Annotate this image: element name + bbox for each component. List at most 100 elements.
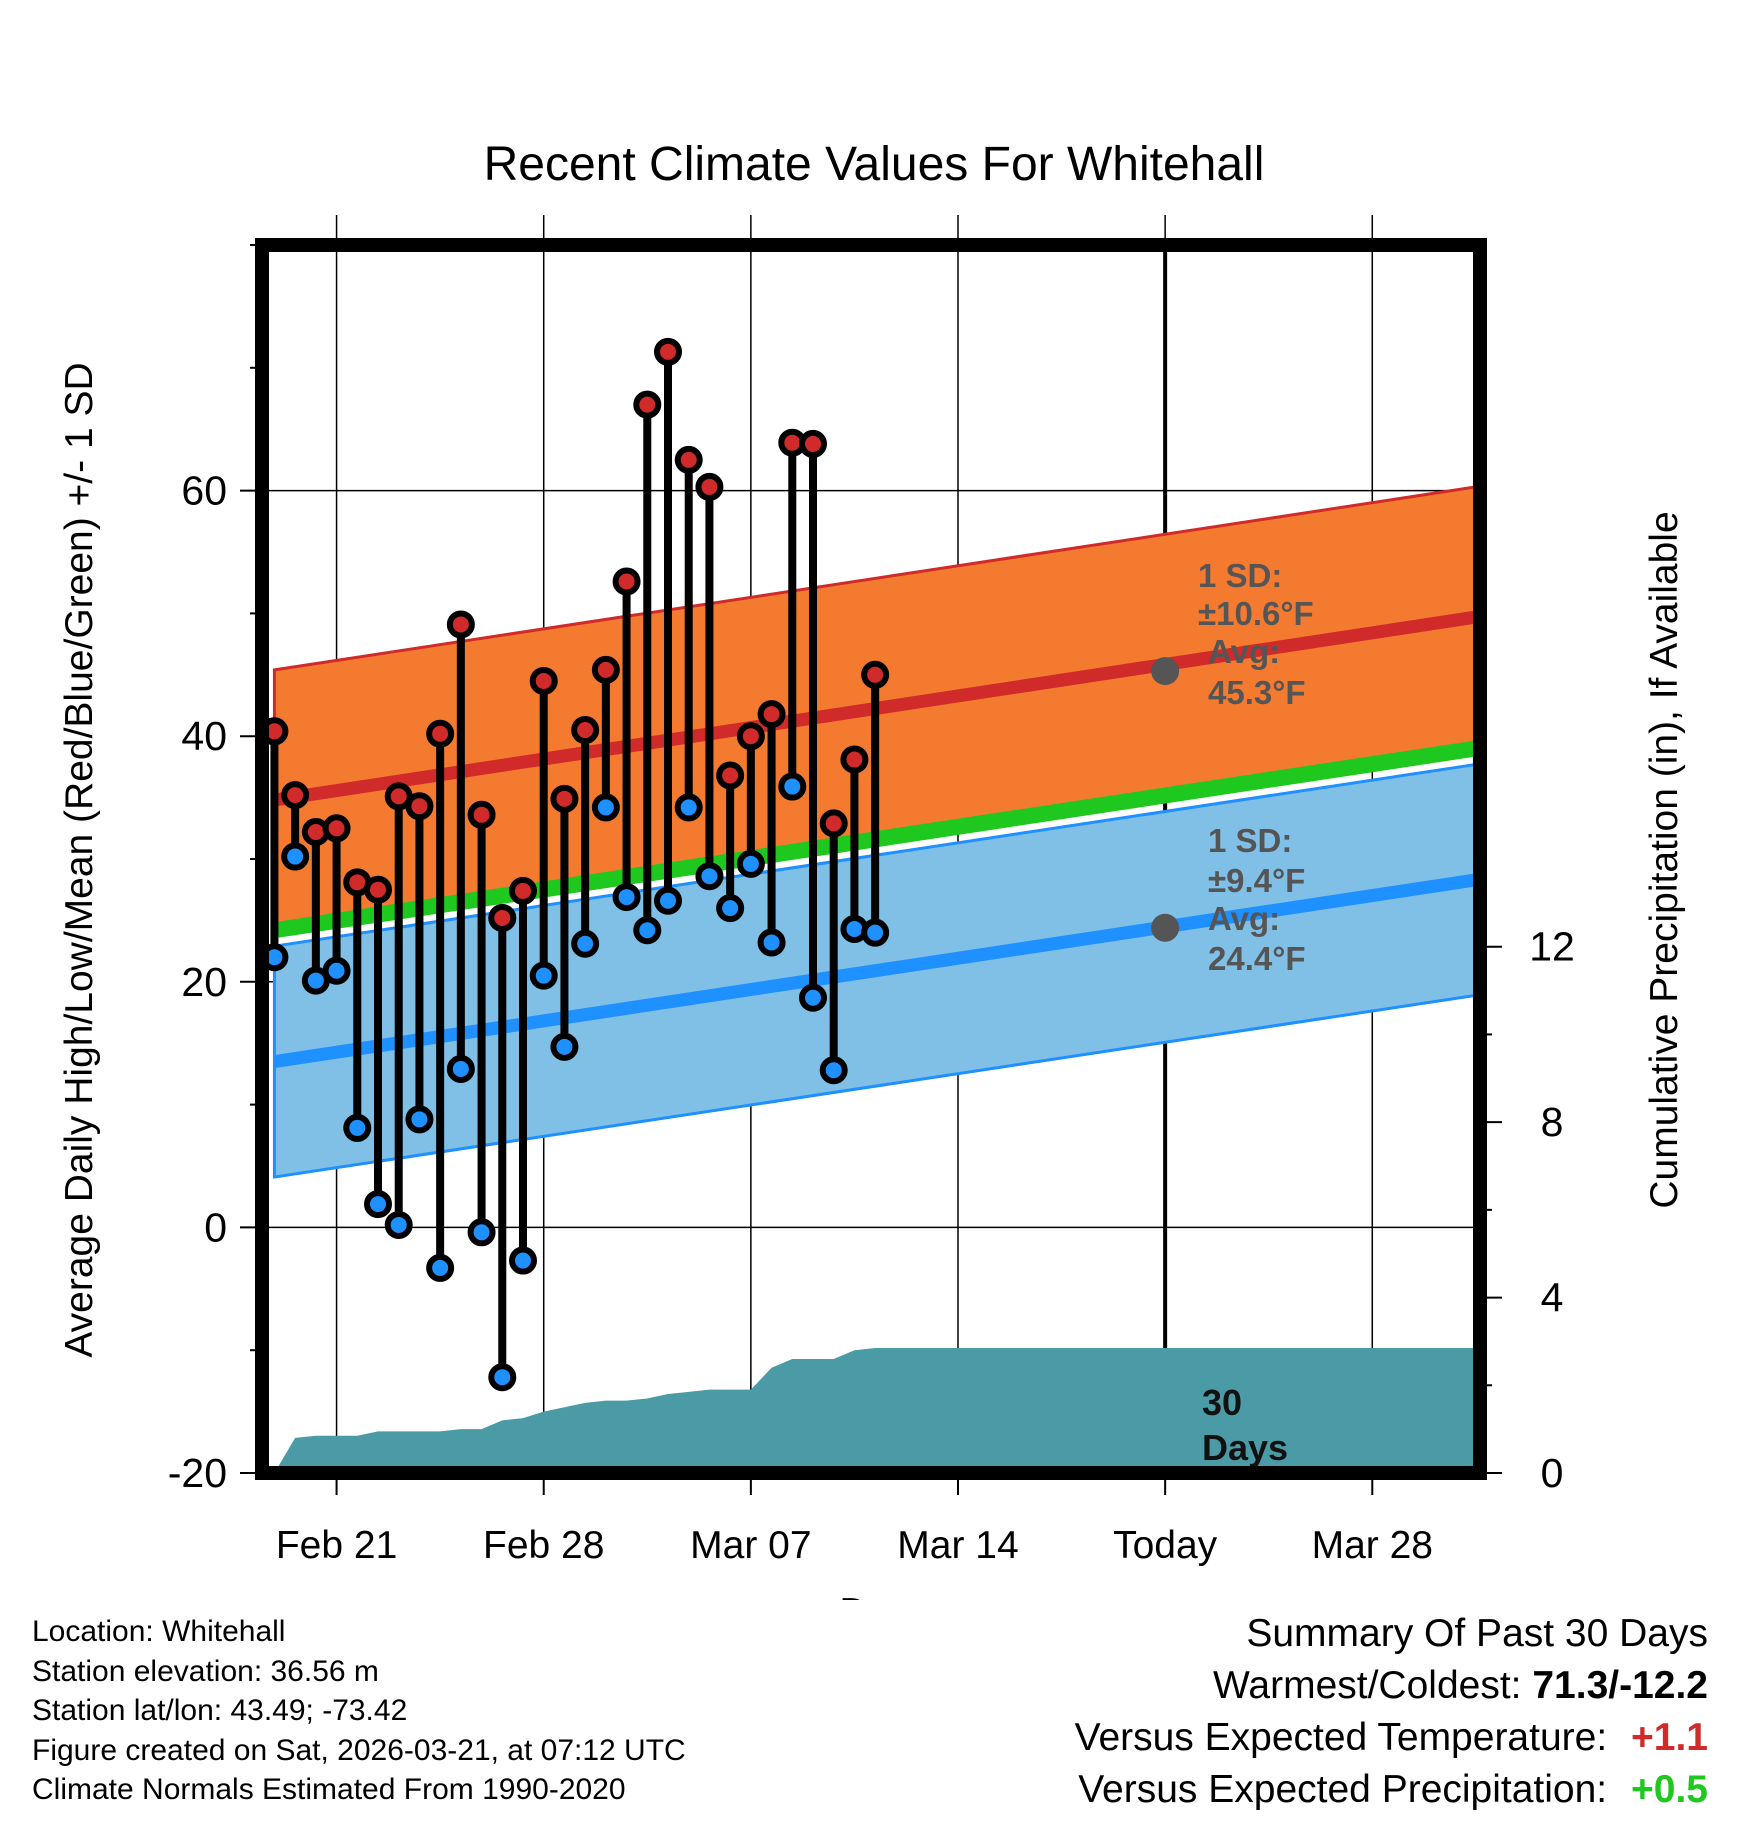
info-location: Location: Whitehall [32, 1615, 286, 1648]
today-high-avg-marker [1151, 657, 1180, 686]
daily-low-point [529, 961, 558, 990]
summary-warmest-value: 71.3/-12.2 [1532, 1664, 1708, 1707]
daily-low-point [281, 842, 310, 871]
high-avg-label: Avg: [1208, 633, 1280, 670]
x-tick-label: Feb 28 [483, 1524, 604, 1567]
daily-low-point [654, 886, 682, 915]
daily-high-point [509, 876, 537, 905]
low-sd-value: ±9.4°F [1208, 862, 1305, 899]
summary-temp-value: +1.1 [1631, 1716, 1708, 1759]
daily-high-point [674, 445, 703, 474]
daily-high-point [591, 655, 620, 684]
daily-low-point [819, 1056, 848, 1085]
daily-low-point [467, 1218, 496, 1247]
x-tick-label: Feb 21 [276, 1524, 397, 1567]
daily-high-point [405, 792, 434, 821]
x-tick-label: Mar 28 [1312, 1524, 1433, 1567]
info-elevation: Station elevation: 36.56 m [32, 1654, 379, 1688]
summary-precip-row: Versus Expected Precipitation: +0.5 [808, 1764, 1708, 1816]
daily-low-point [384, 1210, 413, 1239]
daily-low-point [426, 1253, 455, 1282]
axes: -20 0 20 40 60 0 4 8 12 Feb 21 Feb 28 Mar 07 Mar 14 T… [168, 244, 1575, 1567]
y2-tick-label: 0 [1541, 1450, 1564, 1496]
low-avg-label: Avg: [1208, 900, 1280, 937]
daily-high-point [426, 719, 455, 748]
daily-low-point [757, 928, 786, 957]
summary-title: Summary Of Past 30 Days [1246, 1612, 1708, 1655]
low-avg-value: 24.4°F [1208, 940, 1306, 977]
summary-precip-value: +0.5 [1631, 1768, 1708, 1811]
daily-low-point [509, 1246, 537, 1275]
normal-low-line [273, 873, 1477, 1069]
daily-high-point [571, 716, 600, 745]
daily-low-point [778, 772, 807, 801]
info-normals: Climate Normals Estimated From 1990-2020 [32, 1773, 626, 1806]
precip-area [274, 1348, 1476, 1473]
y-tick-label: -20 [168, 1450, 227, 1496]
station-info: Location: Whitehall Station elevation: 3… [32, 1612, 686, 1810]
daily-high-point [550, 784, 579, 813]
today-low-avg-marker [1151, 913, 1180, 942]
y2-tick-label: 12 [1529, 924, 1575, 970]
y2-tick-label: 8 [1541, 1099, 1564, 1145]
summary-warmest-label: Warmest/Coldest: [1213, 1664, 1522, 1707]
precip-area-layer [274, 1348, 1476, 1473]
high-sd-value: ±10.6°F [1198, 595, 1314, 632]
y-axis-label: Average Daily High/Low/Mean (Red/Blue/Gr… [58, 362, 101, 1357]
daily-low-point [405, 1105, 434, 1134]
daily-low-point [488, 1363, 517, 1392]
y-tick-label: 0 [204, 1204, 227, 1250]
x-axis-label: Day [839, 1591, 909, 1600]
daily-low-point [674, 793, 703, 822]
summary-temp-row: Versus Expected Temperature: +1.1 [808, 1712, 1708, 1764]
daily-high-point [695, 472, 724, 501]
daily-high-point [736, 722, 765, 751]
daily-low-point [364, 1190, 392, 1219]
y2-axis-label: Cumulative Precipitation (in), If Availa… [1643, 511, 1686, 1208]
daily-range-stems [260, 337, 890, 1392]
daily-low-point [343, 1113, 372, 1142]
high-avg-value: 45.3°F [1208, 674, 1306, 711]
daily-low-point [633, 916, 662, 945]
y2-tick-label: 4 [1541, 1275, 1564, 1321]
daily-high-point [757, 700, 786, 729]
daily-low-point [695, 862, 724, 891]
daily-high-point [654, 337, 682, 366]
daily-high-point [322, 814, 351, 843]
daily-high-point [488, 903, 517, 932]
daily-high-point [446, 610, 475, 639]
x-tick-label: Mar 14 [897, 1524, 1018, 1567]
chart-title: Recent Climate Values For Whitehall [484, 138, 1265, 191]
daily-high-point [633, 390, 662, 419]
daily-low-point [861, 918, 890, 947]
daily-low-point [322, 956, 351, 985]
summary-panel: Summary Of Past 30 Days Warmest/Coldest:… [808, 1608, 1708, 1816]
daily-low-point [736, 849, 765, 878]
daily-high-point [467, 800, 496, 829]
y-tick-label: 20 [181, 959, 227, 1005]
daily-low-point [571, 929, 600, 958]
low-sd-label: 1 SD: [1208, 822, 1292, 859]
x-tick-label: Mar 07 [690, 1524, 811, 1567]
daily-high-point [861, 660, 890, 689]
annotations: 1 SD: ±10.6°F Avg: 45.3°F 1 SD: ±9.4°F A… [1151, 557, 1314, 1468]
daily-high-point [612, 567, 641, 596]
x-tick-label: Today [1113, 1524, 1218, 1567]
daily-low-point [550, 1032, 579, 1061]
daily-low-point [446, 1054, 475, 1083]
daily-high-point [281, 781, 310, 810]
info-created: Figure created on Sat, 2026-03-21, at 07… [32, 1733, 686, 1767]
daily-high-point [529, 666, 558, 695]
summary-temp-label: Versus Expected Temperature: [1074, 1716, 1608, 1759]
summary-precip-label: Versus Expected Precipitation: [1078, 1768, 1608, 1811]
plot-frame [255, 238, 1487, 1480]
high-sd-label: 1 SD: [1198, 557, 1282, 594]
daily-low-point [799, 983, 827, 1012]
climate-chart: Recent Climate Values For Whitehall Aver… [58, 138, 1686, 1600]
daily-high-point [364, 875, 392, 904]
daily-high-point [799, 429, 827, 458]
daily-low-point [716, 894, 745, 923]
daily-high-point [819, 809, 848, 838]
today-days-count: 30 [1202, 1382, 1242, 1423]
y-tick-label: 60 [181, 468, 227, 514]
